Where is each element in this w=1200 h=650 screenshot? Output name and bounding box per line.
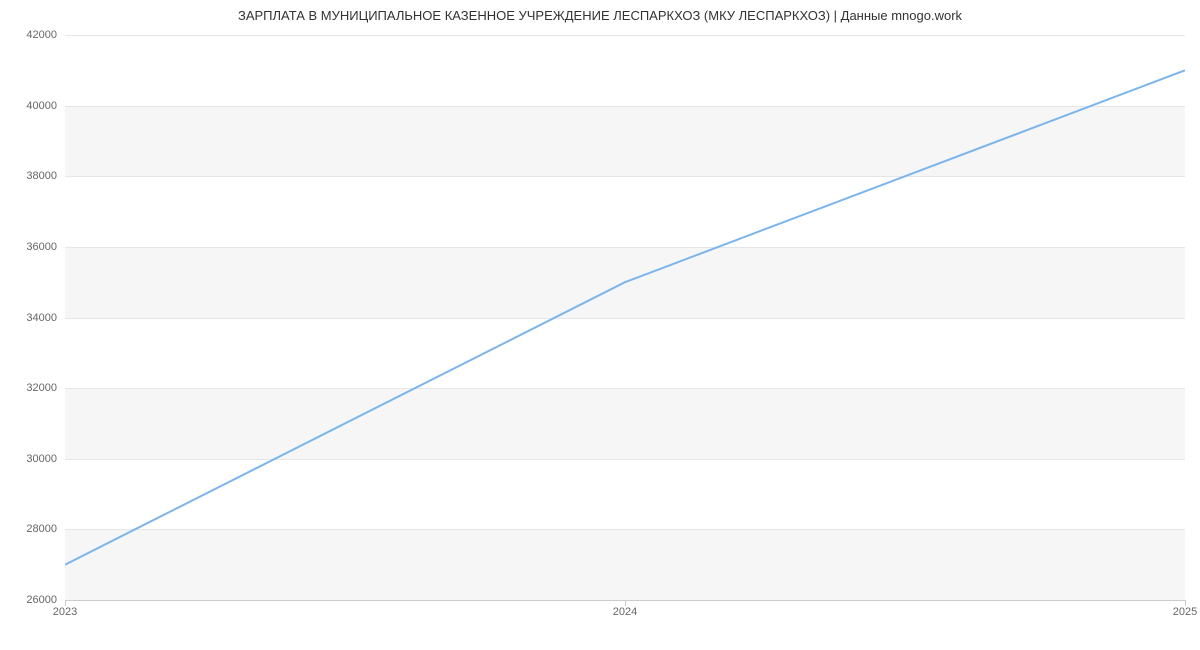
y-tick-label: 38000 <box>26 170 57 182</box>
chart-title: ЗАРПЛАТА В МУНИЦИПАЛЬНОЕ КАЗЕННОЕ УЧРЕЖД… <box>0 8 1200 23</box>
y-tick-label: 32000 <box>26 382 57 394</box>
x-axis-line <box>65 600 1185 601</box>
chart-container: ЗАРПЛАТА В МУНИЦИПАЛЬНОЕ КАЗЕННОЕ УЧРЕЖД… <box>0 0 1200 650</box>
series-line <box>65 70 1185 564</box>
x-tick-label: 2025 <box>1173 606 1197 618</box>
y-tick-label: 28000 <box>26 523 57 535</box>
y-tick-label: 34000 <box>26 312 57 324</box>
x-tick-label: 2023 <box>53 606 77 618</box>
line-series <box>65 35 1185 600</box>
y-tick-label: 40000 <box>26 100 57 112</box>
y-tick-label: 42000 <box>26 29 57 41</box>
plot-area: 2600028000300003200034000360003800040000… <box>65 35 1185 600</box>
x-tick-label: 2024 <box>613 606 637 618</box>
y-tick-label: 26000 <box>26 594 57 606</box>
y-tick-label: 36000 <box>26 241 57 253</box>
y-tick-label: 30000 <box>26 453 57 465</box>
